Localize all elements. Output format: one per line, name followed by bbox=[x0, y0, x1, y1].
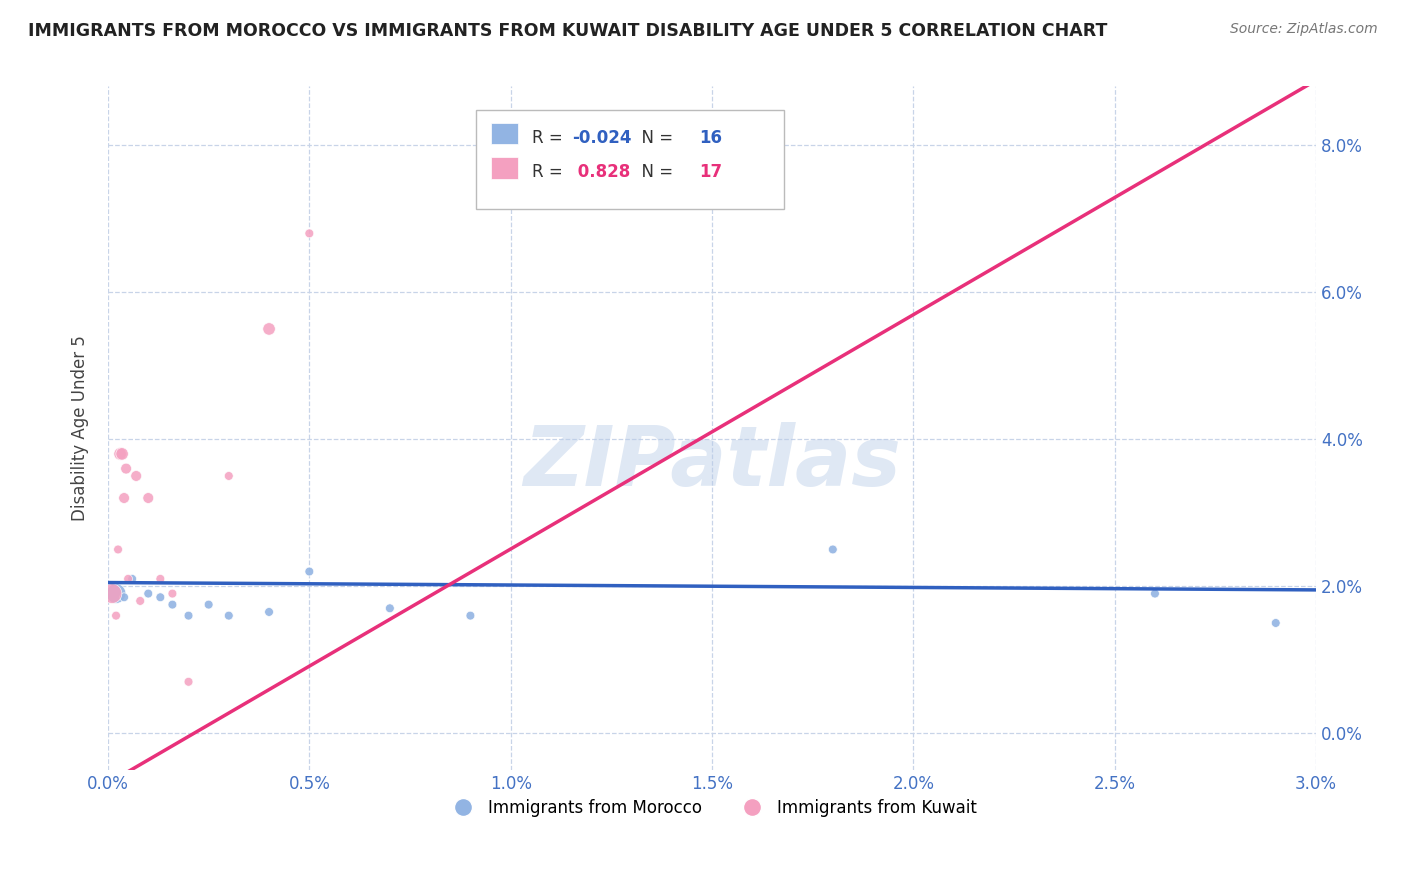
Point bbox=[1143, 586, 1166, 600]
Text: N =: N = bbox=[631, 128, 679, 146]
Y-axis label: Disability Age Under 5: Disability Age Under 5 bbox=[72, 335, 89, 521]
Point bbox=[460, 608, 482, 623]
Point bbox=[108, 447, 131, 461]
Point bbox=[112, 491, 135, 505]
Text: N =: N = bbox=[631, 163, 679, 181]
Point bbox=[105, 586, 128, 600]
Text: 16: 16 bbox=[699, 128, 721, 146]
Point bbox=[162, 586, 184, 600]
Point bbox=[177, 608, 200, 623]
Legend: Immigrants from Morocco, Immigrants from Kuwait: Immigrants from Morocco, Immigrants from… bbox=[440, 792, 984, 823]
Point bbox=[149, 591, 172, 605]
Text: Source: ZipAtlas.com: Source: ZipAtlas.com bbox=[1230, 22, 1378, 37]
Text: -0.024: -0.024 bbox=[572, 128, 631, 146]
Point bbox=[129, 594, 152, 608]
Bar bbox=[491, 157, 517, 178]
Point bbox=[125, 469, 148, 483]
Point bbox=[197, 598, 219, 612]
Text: R =: R = bbox=[531, 128, 568, 146]
Point bbox=[1264, 615, 1286, 630]
Point bbox=[378, 601, 401, 615]
Point bbox=[101, 586, 124, 600]
Point bbox=[112, 591, 135, 605]
Point bbox=[218, 608, 240, 623]
Point bbox=[136, 586, 159, 600]
Text: IMMIGRANTS FROM MOROCCO VS IMMIGRANTS FROM KUWAIT DISABILITY AGE UNDER 5 CORRELA: IMMIGRANTS FROM MOROCCO VS IMMIGRANTS FR… bbox=[28, 22, 1108, 40]
Point bbox=[257, 605, 280, 619]
FancyBboxPatch shape bbox=[477, 111, 785, 210]
Point bbox=[821, 542, 844, 557]
Point bbox=[107, 542, 129, 557]
Text: 0.828: 0.828 bbox=[572, 163, 630, 181]
Text: R =: R = bbox=[531, 163, 568, 181]
Point bbox=[298, 565, 321, 579]
Point bbox=[149, 572, 172, 586]
Point bbox=[218, 469, 240, 483]
Point bbox=[298, 227, 321, 241]
Bar bbox=[491, 122, 517, 145]
Text: ZIPatlas: ZIPatlas bbox=[523, 422, 901, 503]
Point bbox=[121, 572, 143, 586]
Point bbox=[136, 491, 159, 505]
Point bbox=[105, 608, 128, 623]
Point bbox=[177, 674, 200, 689]
Point bbox=[115, 461, 138, 475]
Point bbox=[257, 322, 280, 336]
Text: 17: 17 bbox=[699, 163, 721, 181]
Point bbox=[117, 572, 139, 586]
Point bbox=[111, 447, 134, 461]
Point bbox=[162, 598, 184, 612]
